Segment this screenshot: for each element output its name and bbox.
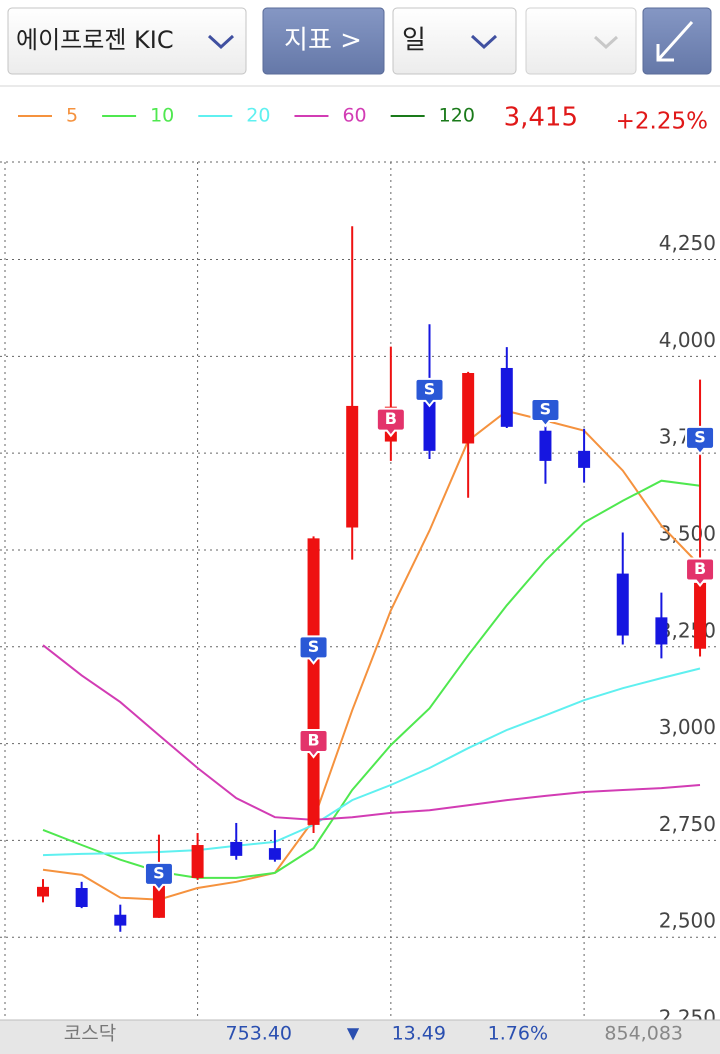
signal-marker [375,407,406,438]
plot: 2,2502,5002,7503,0003,2503,5003,7504,000… [0,161,720,1035]
signal-marker [143,861,174,892]
chevron [470,34,498,50]
y-tick-label: 2,500 [659,909,716,933]
legend-label: 10 [150,105,174,127]
market-change-pct: 1.76% [488,1023,548,1045]
signal-marker [530,397,561,428]
signal-label: B [694,559,706,578]
status-bar [0,1020,720,1054]
legend-label: 120 [439,105,475,127]
candle-body [578,450,591,468]
chevron [593,35,619,50]
y-tick-label: 4,000 [659,328,716,352]
candle-body [114,914,127,926]
signal-label: B [307,731,319,750]
ma-line [42,479,701,879]
y-tick-label: 3,500 [659,521,716,545]
y-tick-label: 4,250 [659,231,716,255]
candle-body [346,405,359,528]
market-index: 753.40 [226,1023,292,1045]
y-tick-label: 2,750 [659,812,716,836]
candle-body [307,538,320,825]
market-direction: ▼ [347,1024,360,1043]
stock-name: 에이프로젠 KIC [16,26,174,54]
ma-line [42,644,701,821]
signal-label: S [308,637,320,656]
signal-marker [298,729,329,759]
candle-body [655,617,668,645]
stock-dropdown[interactable] [7,7,247,75]
y-tick-label: 3,250 [659,618,716,642]
price-change: +2.25% [616,109,708,135]
expand-icon [656,20,694,62]
indicator-button[interactable] [262,7,385,75]
period-label: 일 [402,26,426,56]
candle-body [37,886,49,897]
market-volume: 854,083 [604,1023,683,1045]
indicator-label: 지표 > [284,26,362,56]
candle-body [230,841,243,856]
signal-marker [414,377,445,408]
candle-body [75,888,88,907]
market-change: 13.49 [392,1023,446,1045]
signal-label: S [424,379,436,398]
ma-line [42,667,701,857]
legend-label: 5 [66,105,78,127]
candle-body [616,573,629,636]
signal-marker [685,557,716,588]
legend-label: 20 [246,105,270,127]
signal-marker [298,635,329,665]
candle-body [539,430,552,461]
signal-marker [685,425,716,456]
signal-label: B [385,409,397,428]
signal-label: S [153,863,165,882]
candle-body [462,373,475,444]
y-tick-label: 3,000 [659,715,716,739]
candle-body [694,582,707,649]
candle-body [191,845,204,878]
empty-dropdown[interactable] [525,7,637,75]
signal-label: S [694,427,706,446]
candle-body [500,367,513,427]
market-name: 코스닥 [64,1023,116,1045]
chevron [207,34,235,50]
legend-label: 60 [342,105,366,127]
ma-line [42,409,701,901]
current-price: 3,415 [504,103,578,133]
candle-body [268,848,281,860]
signal-label: S [540,399,552,418]
period-dropdown[interactable] [392,7,517,75]
